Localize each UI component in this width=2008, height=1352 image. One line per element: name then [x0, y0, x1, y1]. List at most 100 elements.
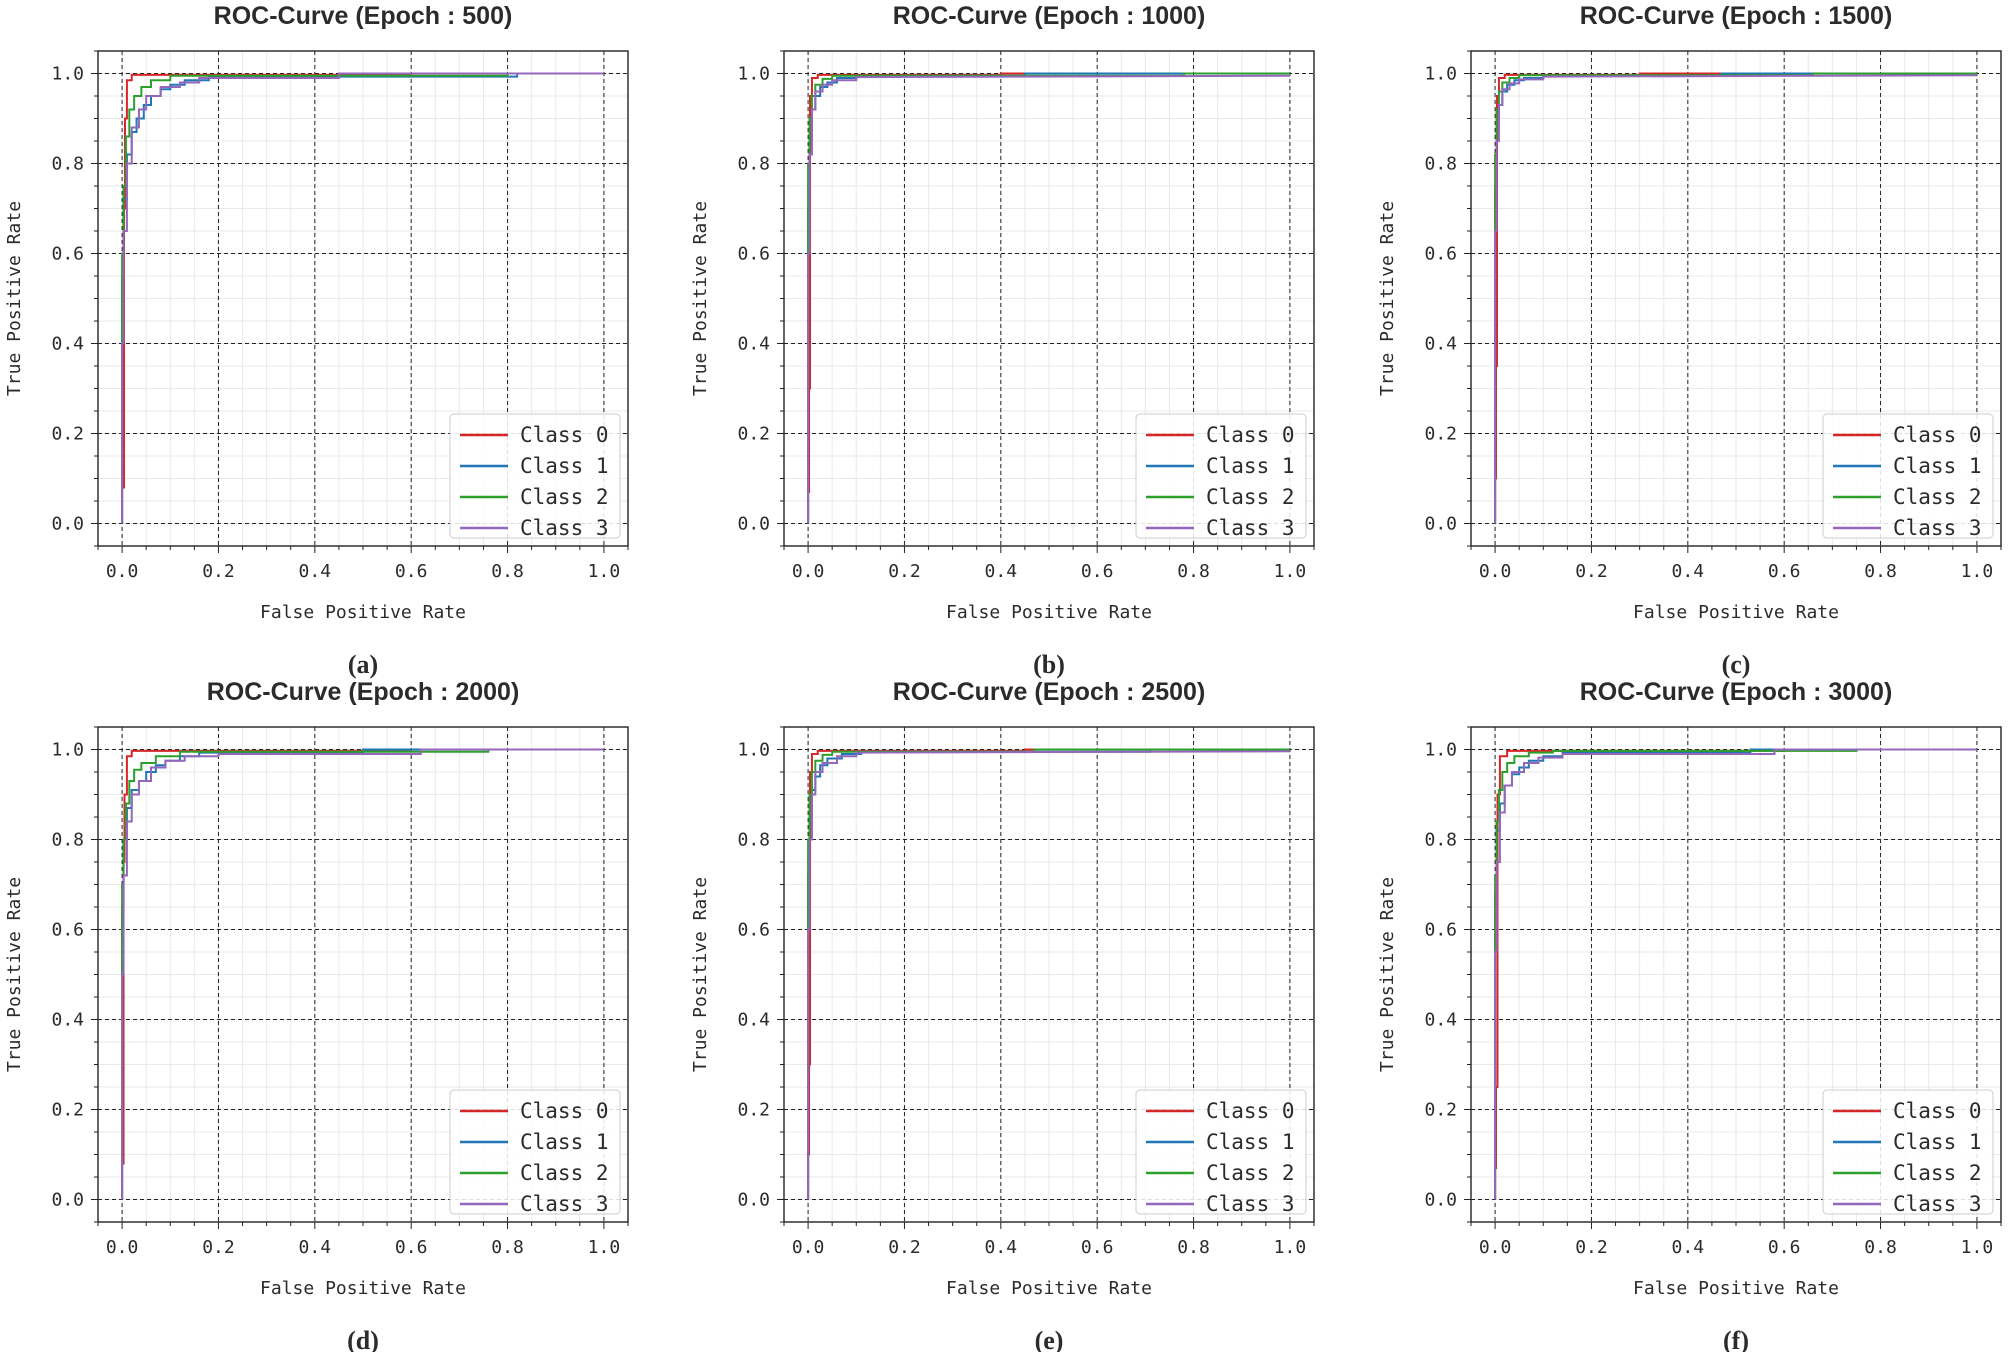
- x-tick-label: 0.6: [1768, 1237, 1801, 1258]
- x-tick-label: 0.0: [792, 561, 825, 582]
- y-tick-label: 0.6: [51, 920, 84, 941]
- subfigure-caption: (f): [1723, 1326, 1749, 1352]
- x-tick-label: 0.2: [1575, 1237, 1608, 1258]
- y-tick-label: 0.2: [737, 1100, 770, 1121]
- x-tick-label: 1.0: [1274, 561, 1307, 582]
- y-tick-label: 0.0: [51, 1190, 84, 1211]
- legend-label: Class 2: [1893, 1161, 1982, 1185]
- minor-grid: [783, 50, 1315, 547]
- legend-label: Class 1: [1893, 454, 1982, 478]
- x-tick-label: 0.2: [888, 1237, 921, 1258]
- roc-chart-svg: 0.0 0.2 0.4 0.6 0.8 1.0 0.0 0.2 0.4 0.6 0.8 1.0 ROC-…: [690, 678, 1315, 1352]
- x-tick-label: 0.2: [888, 561, 921, 582]
- legend-label: Class 3: [1206, 516, 1295, 540]
- legend-box: [449, 413, 621, 539]
- y-tick-label: 0.8: [737, 154, 770, 175]
- roc-chart-svg: 0.0 0.2 0.4 0.6 0.8 1.0 0.0 0.2 0.4 0.6 0.8 1.0 ROC-…: [1377, 678, 2002, 1352]
- roc-line-class-3: [121, 72, 604, 524]
- y-tick-label: 1.0: [737, 740, 770, 761]
- legend-label: Class 2: [1206, 485, 1295, 509]
- x-tick-label: 0.4: [985, 1237, 1018, 1258]
- y-tick-label: 1.0: [737, 64, 770, 85]
- y-tick-label: 0.2: [1424, 1100, 1457, 1121]
- legend: Class 0 Class 1 Class 2 Class 3: [1135, 1089, 1307, 1216]
- y-tick-label: 0.0: [737, 1190, 770, 1211]
- legend: Class 0 Class 1 Class 2 Class 3: [449, 1089, 621, 1216]
- x-tick-label: 0.8: [1864, 1237, 1897, 1258]
- y-tick-label: 0.4: [1424, 1010, 1457, 1031]
- x-axis-label: False Positive Rate: [1633, 1278, 1839, 1299]
- roc-chart-svg: 0.0 0.2 0.4 0.6 0.8 1.0 0.0 0.2 0.4 0.6 0.8 1.0 ROC-…: [1377, 2, 2002, 679]
- x-tick-label: 0.6: [395, 1237, 428, 1258]
- y-tick-label: 0.2: [51, 424, 84, 445]
- subfigure-caption: (a): [348, 650, 378, 679]
- x-tick-label: 0.4: [299, 561, 332, 582]
- x-tick-label: 1.0: [1961, 1237, 1994, 1258]
- y-axis-label: True Positive Rate: [4, 201, 25, 396]
- legend-box: [449, 1089, 621, 1215]
- chart-title: ROC-Curve (Epoch : 1500): [1580, 2, 1893, 30]
- roc-chart-svg: 0.0 0.2 0.4 0.6 0.8 1.0 0.0 0.2 0.4 0.6 0.8 1.0 ROC-…: [690, 2, 1315, 679]
- legend-label: Class 1: [520, 1130, 609, 1154]
- y-tick-label: 1.0: [1424, 64, 1457, 85]
- x-tick-label: 0.4: [1672, 561, 1705, 582]
- roc-chart-svg: 0.0 0.2 0.4 0.6 0.8 1.0 0.0 0.2 0.4 0.6 0.8 1.0 ROC-…: [4, 678, 629, 1352]
- chart-title: ROC-Curve (Epoch : 3000): [1580, 678, 1893, 706]
- x-tick-label: 1.0: [1961, 561, 1994, 582]
- legend-label: Class 3: [520, 1192, 609, 1216]
- roc-panel: 0.0 0.2 0.4 0.6 0.8 1.0 0.0 0.2 0.4 0.6 0.8 1.0 ROC-…: [686, 0, 1366, 679]
- x-tick-label: 0.8: [1177, 1237, 1210, 1258]
- y-tick-label: 0.0: [1424, 514, 1457, 535]
- roc-panel: 0.0 0.2 0.4 0.6 0.8 1.0 0.0 0.2 0.4 0.6 0.8 1.0 ROC-…: [1373, 0, 2008, 679]
- x-axis-label: False Positive Rate: [260, 1278, 466, 1299]
- y-tick-label: 0.6: [1424, 244, 1457, 265]
- y-tick-label: 0.0: [737, 514, 770, 535]
- y-tick-label: 0.2: [737, 424, 770, 445]
- legend: Class 0 Class 1 Class 2 Class 3: [1822, 413, 1994, 540]
- x-tick-label: 1.0: [588, 1237, 621, 1258]
- y-tick-label: 0.4: [737, 1010, 770, 1031]
- x-tick-label: 0.2: [202, 561, 235, 582]
- roc-line-class-2: [1494, 748, 1977, 1200]
- y-axis-label: True Positive Rate: [690, 201, 711, 396]
- roc-panel: 0.0 0.2 0.4 0.6 0.8 1.0 0.0 0.2 0.4 0.6 0.8 1.0 ROC-…: [0, 0, 680, 679]
- series-group: [121, 748, 604, 1200]
- legend-label: Class 3: [1893, 1192, 1982, 1216]
- roc-line-class-2: [121, 748, 604, 1200]
- roc-panel: 0.0 0.2 0.4 0.6 0.8 1.0 0.0 0.2 0.4 0.6 0.8 1.0 ROC-…: [686, 676, 1366, 1352]
- legend-label: Class 2: [520, 485, 609, 509]
- y-tick-label: 0.2: [51, 1100, 84, 1121]
- y-tick-label: 0.6: [51, 244, 84, 265]
- legend-label: Class 3: [1893, 516, 1982, 540]
- y-tick-label: 1.0: [51, 64, 84, 85]
- y-tick-label: 0.4: [1424, 334, 1457, 355]
- y-tick-label: 1.0: [51, 740, 84, 761]
- roc-line-class-3: [807, 750, 1290, 1200]
- roc-panel: 0.0 0.2 0.4 0.6 0.8 1.0 0.0 0.2 0.4 0.6 0.8 1.0 ROC-…: [1373, 676, 2008, 1352]
- legend-box: [1135, 1089, 1307, 1215]
- roc-line-class-3: [807, 74, 1290, 524]
- legend-label: Class 0: [1893, 423, 1982, 447]
- x-tick-label: 0.6: [1081, 561, 1114, 582]
- y-tick-label: 0.6: [737, 920, 770, 941]
- x-axis-label: False Positive Rate: [946, 1278, 1152, 1299]
- roc-line-class-3: [1494, 74, 1977, 524]
- x-tick-label: 0.4: [299, 1237, 332, 1258]
- legend-box: [1822, 1089, 1994, 1215]
- legend: Class 0 Class 1 Class 2 Class 3: [449, 413, 621, 540]
- y-tick-label: 0.4: [737, 334, 770, 355]
- legend-label: Class 0: [1206, 423, 1295, 447]
- x-tick-label: 0.0: [106, 561, 139, 582]
- x-tick-label: 0.4: [1672, 1237, 1705, 1258]
- y-tick-label: 0.4: [51, 334, 84, 355]
- x-tick-label: 0.0: [792, 1237, 825, 1258]
- x-tick-label: 1.0: [588, 561, 621, 582]
- x-tick-label: 0.0: [1479, 1237, 1512, 1258]
- x-axis-label: False Positive Rate: [946, 602, 1152, 623]
- y-axis-label: True Positive Rate: [690, 877, 711, 1072]
- legend-label: Class 2: [1893, 485, 1982, 509]
- roc-chart-svg: 0.0 0.2 0.4 0.6 0.8 1.0 0.0 0.2 0.4 0.6 0.8 1.0 ROC-…: [4, 2, 629, 679]
- legend: Class 0 Class 1 Class 2 Class 3: [1135, 413, 1307, 540]
- subfigure-caption: (c): [1722, 650, 1751, 679]
